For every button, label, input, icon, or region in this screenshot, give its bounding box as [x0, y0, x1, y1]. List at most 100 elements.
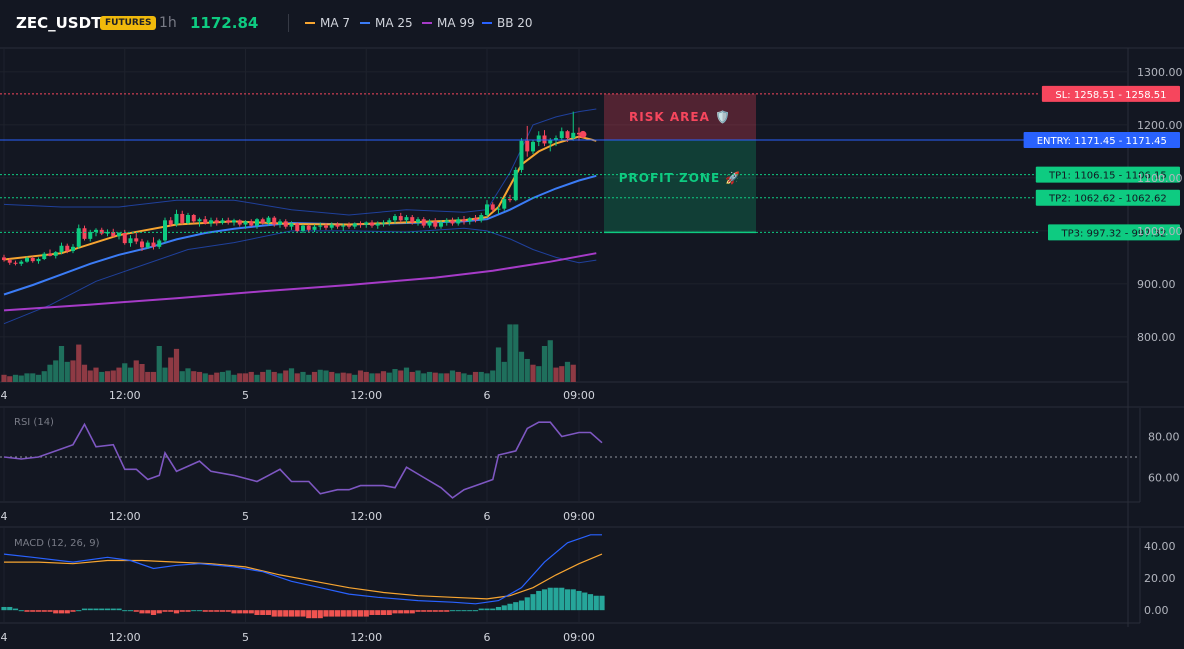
legend-ma7[interactable]: MA 7: [305, 16, 350, 30]
volume-bar: [547, 340, 553, 382]
volume-bar: [478, 371, 484, 382]
price-tick-label: 1000.00: [1137, 225, 1183, 238]
macd-histogram-bar: [363, 610, 369, 617]
macd-histogram-bar: [127, 610, 134, 612]
candle-body: [99, 229, 104, 234]
candle-body: [565, 131, 570, 139]
volume-bar: [403, 367, 410, 382]
volume-bar: [139, 364, 145, 382]
candle-body: [7, 260, 12, 263]
macd-histogram-bar: [81, 608, 88, 611]
volume-bar: [47, 364, 53, 382]
volume-bar: [283, 370, 289, 382]
macd-histogram-bar: [587, 594, 594, 611]
bb-lower-line: [3, 227, 597, 325]
volume-bar: [185, 368, 191, 382]
macd-histogram-bar: [375, 610, 381, 615]
macd-histogram-bar: [432, 610, 438, 612]
macd-histogram-bar: [467, 610, 473, 612]
macd-histogram-bar: [191, 610, 197, 612]
macd-histogram-bar: [340, 610, 346, 617]
volume-bar: [346, 373, 352, 382]
rsi-tick-label: 80.00: [1148, 431, 1180, 444]
macd-histogram-bar: [271, 610, 277, 617]
macd-histogram-bar: [490, 608, 496, 611]
macd-histogram-bar: [472, 610, 479, 612]
macd-histogram-bar: [570, 589, 576, 611]
legend-bb20[interactable]: BB 20: [482, 16, 533, 30]
legend-ma25[interactable]: MA 25: [360, 16, 413, 30]
time-tick-label: 5: [242, 510, 249, 523]
volume-bar: [311, 371, 318, 382]
volume-bar: [524, 358, 530, 382]
candle-body: [151, 242, 156, 247]
legend-swatch: [482, 22, 492, 24]
volume-bar: [559, 366, 565, 382]
macd-histogram-bar: [449, 610, 456, 612]
rsi-pane: RSI (14): [0, 417, 1140, 499]
candle-body: [36, 259, 41, 262]
time-tick-label: 5: [242, 389, 249, 402]
candle-body: [364, 222, 369, 225]
macd-histogram-bar: [145, 610, 151, 614]
candle-body: [30, 257, 35, 262]
candle-body: [53, 252, 58, 256]
macd-histogram-bar: [403, 610, 410, 614]
candle-body: [577, 132, 581, 135]
candle-body: [531, 141, 535, 152]
volume-bar: [323, 370, 329, 382]
symbol-title[interactable]: ZEC_USDT: [16, 14, 102, 32]
macd-histogram-bar: [478, 608, 484, 611]
candle-body: [255, 219, 259, 226]
candle-body: [519, 140, 524, 170]
volume-bar: [484, 373, 490, 382]
macd-histogram-bar: [547, 587, 553, 611]
macd-histogram-bar: [156, 610, 162, 614]
macd-histogram-bar: [559, 587, 565, 611]
volume-bar: [41, 371, 47, 382]
macd-histogram-bar: [409, 610, 415, 614]
volume-bar: [306, 374, 312, 382]
candle-body: [306, 225, 311, 230]
ma99-line: [3, 252, 597, 312]
macd-histogram-bar: [582, 592, 588, 611]
volume-bar: [191, 371, 197, 382]
candle-body: [404, 217, 409, 221]
macd-histogram-bar: [421, 610, 427, 612]
candle-body: [180, 213, 185, 223]
macd-histogram-bar: [70, 610, 76, 612]
volume-bar: [225, 370, 231, 382]
candle-body: [157, 240, 162, 247]
macd-histogram-bar: [104, 608, 111, 611]
macd-tick-label: 0.00: [1144, 604, 1169, 617]
candle-body: [191, 215, 196, 222]
candle-body: [243, 221, 248, 225]
volume-bar: [208, 374, 214, 382]
volume-bar: [564, 361, 571, 382]
candle-body: [71, 246, 75, 252]
volume-bar: [93, 367, 99, 382]
price-axis[interactable]: 800.00 900.00 1000.00 1100.00 1200.00 1300.00…: [1137, 66, 1183, 617]
candle-body: [249, 221, 254, 226]
macd-histogram-bar: [116, 608, 122, 611]
macd-histogram-bar: [110, 608, 116, 611]
time-axis[interactable]: 4 12:00 5 12:00 6 09:00 4 12:00 5 12:00 6 09:00 4 12:…: [1, 389, 595, 644]
macd-histogram-bar: [277, 610, 283, 617]
macd-histogram-bar: [242, 610, 249, 614]
volume-bar: [242, 373, 249, 382]
candle-body: [163, 220, 167, 241]
macd-histogram-bar: [386, 610, 392, 615]
time-tick-label: 5: [242, 631, 249, 644]
candle-body: [117, 233, 121, 237]
legend-ma99[interactable]: MA 99: [422, 16, 475, 30]
volume-bar: [426, 371, 433, 382]
time-tick-label: 6: [484, 389, 491, 402]
candle-body: [485, 204, 489, 215]
timeframe-label[interactable]: 1h: [159, 15, 177, 31]
candle-body: [571, 132, 576, 139]
grid: [0, 48, 1184, 627]
macd-histogram-bar: [41, 610, 47, 612]
macd-histogram-bar: [219, 610, 226, 612]
candle-body: [536, 135, 541, 142]
